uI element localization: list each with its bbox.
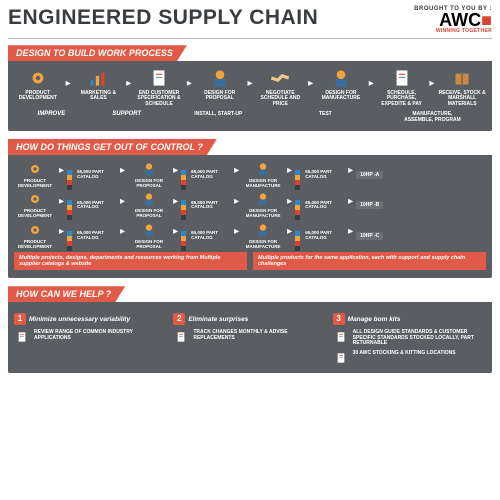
header-rule (8, 38, 492, 39)
step-icon (207, 67, 233, 89)
lane: PRODUCT DEVELOPMENT▸65,000 PART CATALOG▸… (14, 161, 486, 188)
step-caption: MARKETING & SALES (75, 91, 123, 102)
mini-step: DESIGN FOR MANUFACTURE (242, 191, 284, 218)
catalog-badge: 65,000 PART CATALOG (181, 170, 231, 180)
catalog-badge: 65,000 PART CATALOG (295, 200, 345, 210)
step-icon (25, 67, 51, 89)
step-caption: NEGOTIATE SCHEDULE AND PRICE (257, 91, 305, 107)
catalog-badge: 65,000 PART CATALOG (67, 200, 117, 210)
help-caption: 30 AWC STOCKING & KITTING LOCATIONS (353, 351, 456, 357)
infographic-root: ENGINEERED SUPPLY CHAIN BROUGHT TO YOU B… (0, 0, 500, 385)
help-icon (14, 330, 30, 344)
process-step: SCHEDULE, PURCHASE, EXPEDITE & PAY (378, 67, 426, 107)
logo-mark-icon: ■ (481, 12, 492, 28)
feedback-row: IMPROVE SUPPORT INSTALL, START-UP TEST M… (14, 111, 486, 123)
mini-step: DESIGN FOR PROPOSAL (128, 191, 170, 218)
help-title: Eliminate surprises (188, 316, 248, 323)
awc-logo: AWC■ (414, 12, 492, 28)
process-step: NEGOTIATE SCHEDULE AND PRICE (257, 67, 305, 107)
help-icon (333, 330, 349, 344)
step-icon (146, 67, 172, 89)
step-caption: DESIGN FOR MANUFACTURE (317, 91, 365, 102)
fb-step-manufacture: MANUFACTURE, ASSEMBLE, PROGRAM (402, 111, 462, 123)
help-caption: TRACK CHANGES MONTHLY & ADVISE REPLACEME… (193, 330, 326, 341)
fb-step-install: INSTALL, START-UP (188, 111, 248, 123)
banner-right: Multiple products for the same applicati… (253, 252, 486, 270)
fb-step-test: TEST (295, 111, 355, 123)
header: ENGINEERED SUPPLY CHAIN BROUGHT TO YOU B… (8, 6, 492, 34)
mini-step: DESIGN FOR PROPOSAL (128, 222, 170, 249)
section-design-to-build: DESIGN TO BUILD WORK PROCESS PRODUCT DEV… (8, 43, 492, 131)
catalog-badge: 65,000 PART CATALOG (181, 231, 231, 241)
process-step: PRODUCT DEVELOPMENT (14, 67, 62, 102)
process-step: RECEIVE, STOCK & MARSHALL MATERIALS (438, 67, 486, 107)
step-icon (328, 67, 354, 89)
step-caption: PRODUCT DEVELOPMENT (14, 91, 62, 102)
step-caption: END CUSTOMER SPECIFICATION & SCHEDULE (135, 91, 183, 107)
step-icon (85, 67, 111, 89)
mini-step: PRODUCT DEVELOPMENT (14, 222, 56, 249)
lane: PRODUCT DEVELOPMENT▸65,000 PART CATALOG▸… (14, 191, 486, 218)
process-step: END CUSTOMER SPECIFICATION & SCHEDULE (135, 67, 183, 107)
process-step: MARKETING & SALES (75, 67, 123, 102)
mini-step: PRODUCT DEVELOPMENT (14, 161, 56, 188)
section3-body: 1Minimize unnecessary variability REVIEW … (8, 302, 492, 373)
lanes: PRODUCT DEVELOPMENT▸65,000 PART CATALOG▸… (14, 161, 486, 249)
section-out-of-control: HOW DO THINGS GET OUT OF CONTROL ? PRODU… (8, 137, 492, 278)
help-icon (173, 330, 189, 344)
help-caption: REVIEW RANGE OF COMMON INDUSTRY APPLICAT… (34, 330, 167, 341)
logo-tagline: WINNING TOGETHER (414, 28, 492, 34)
feedback-support: SUPPORT (112, 111, 141, 123)
help-icon (333, 351, 349, 365)
help-title: Manage bom kits (348, 316, 401, 323)
section2-body: PRODUCT DEVELOPMENT▸65,000 PART CATALOG▸… (8, 155, 492, 278)
process-row: PRODUCT DEVELOPMENT▸MARKETING & SALES▸EN… (14, 67, 486, 107)
help-number: 2 (173, 313, 185, 325)
mini-step: DESIGN FOR MANUFACTURE (242, 161, 284, 188)
section2-tab: HOW DO THINGS GET OUT OF CONTROL ? (8, 139, 217, 155)
mini-step: PRODUCT DEVELOPMENT (14, 191, 56, 218)
section2-banners: Multiple projects, designs, departments … (14, 252, 486, 270)
step-caption: RECEIVE, STOCK & MARSHALL MATERIALS (438, 91, 486, 107)
help-number: 3 (333, 313, 345, 325)
banner-left: Multiple projects, designs, departments … (14, 252, 247, 270)
section1-tab: DESIGN TO BUILD WORK PROCESS (8, 45, 187, 61)
help-column: 3Manage bom kits ALL DESIGN GUIDE STANDAR… (333, 308, 486, 365)
mini-step: DESIGN FOR MANUFACTURE (242, 222, 284, 249)
hp-tag: 10HP -A (356, 171, 383, 179)
sponsor-block: BROUGHT TO YOU BY : AWC■ WINNING TOGETHE… (414, 6, 492, 34)
step-icon (449, 67, 475, 89)
help-caption: ALL DESIGN GUIDE STANDARDS & CUSTOMER SP… (353, 330, 486, 347)
section1-body: PRODUCT DEVELOPMENT▸MARKETING & SALES▸EN… (8, 61, 492, 131)
hp-tag: 10HP -C (356, 232, 383, 240)
step-icon (267, 67, 293, 89)
catalog-badge: 65,000 PART CATALOG (295, 170, 345, 180)
hp-tag: 10HP -B (356, 201, 383, 209)
section-how-can-we-help: HOW CAN WE HELP ? 1Minimize unnecessary … (8, 284, 492, 373)
process-step: DESIGN FOR PROPOSAL (196, 67, 244, 102)
help-column: 2Eliminate surprises TRACK CHANGES MONTHL… (173, 308, 326, 365)
catalog-badge: 65,000 PART CATALOG (181, 200, 231, 210)
process-step: DESIGN FOR MANUFACTURE (317, 67, 365, 102)
catalog-badge: 65,000 PART CATALOG (67, 231, 117, 241)
help-column: 1Minimize unnecessary variability REVIEW … (14, 308, 167, 365)
step-caption: SCHEDULE, PURCHASE, EXPEDITE & PAY (378, 91, 426, 107)
help-title: Minimize unnecessary variability (29, 316, 130, 323)
catalog-badge: 65,000 PART CATALOG (295, 231, 345, 241)
help-columns: 1Minimize unnecessary variability REVIEW … (14, 308, 486, 365)
help-number: 1 (14, 313, 26, 325)
step-caption: DESIGN FOR PROPOSAL (196, 91, 244, 102)
catalog-badge: 65,000 PART CATALOG (67, 170, 117, 180)
section3-tab: HOW CAN WE HELP ? (8, 286, 125, 302)
feedback-improve: IMPROVE (38, 111, 66, 123)
mini-step: DESIGN FOR PROPOSAL (128, 161, 170, 188)
step-icon (389, 67, 415, 89)
lane: PRODUCT DEVELOPMENT▸65,000 PART CATALOG▸… (14, 222, 486, 249)
page-title: ENGINEERED SUPPLY CHAIN (8, 6, 318, 30)
